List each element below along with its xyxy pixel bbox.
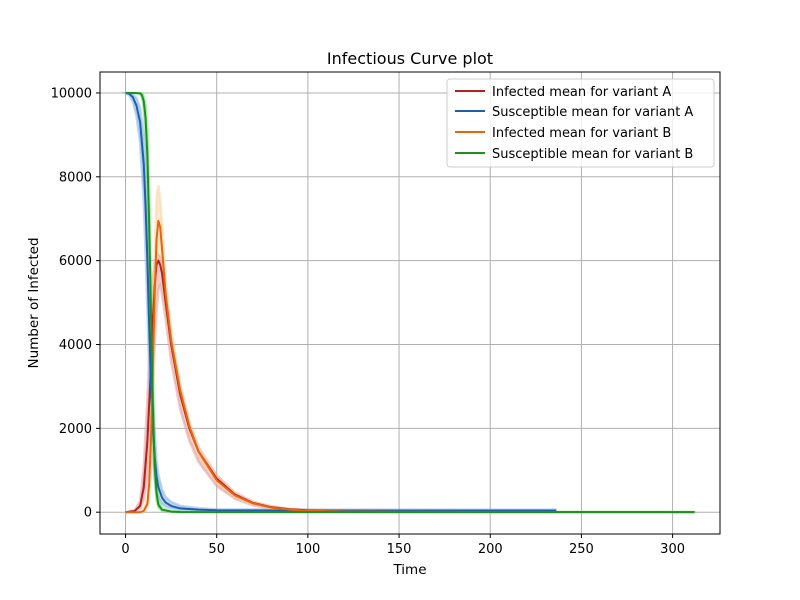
- x-tick-label: 0: [121, 542, 129, 557]
- legend: Infected mean for variant A Susceptible …: [447, 79, 714, 167]
- x-tick-label: 300: [660, 542, 685, 557]
- legend-label-susceptible-a: Susceptible mean for variant A: [492, 105, 693, 120]
- y-tick-label: 8000: [59, 170, 92, 185]
- legend-label-infected-a: Infected mean for variant A: [492, 85, 671, 100]
- y-tick-label: 4000: [59, 338, 92, 353]
- y-axis-label: Number of Infected: [26, 237, 42, 368]
- chart-title: Infectious Curve plot: [327, 49, 493, 68]
- x-tick-label: 200: [478, 542, 503, 557]
- x-tick-label: 150: [387, 542, 412, 557]
- x-tick-label: 250: [569, 542, 594, 557]
- y-tick-label: 0: [84, 506, 92, 521]
- legend-label-infected-b: Infected mean for variant B: [492, 126, 671, 141]
- y-tick-label: 10000: [51, 86, 92, 101]
- x-tick-label: 100: [295, 542, 320, 557]
- x-axis-label: Time: [392, 562, 426, 578]
- legend-label-susceptible-b: Susceptible mean for variant B: [492, 147, 693, 162]
- y-tick-label: 6000: [59, 254, 92, 269]
- y-tick-label: 2000: [59, 422, 92, 437]
- x-tick-label: 50: [208, 542, 225, 557]
